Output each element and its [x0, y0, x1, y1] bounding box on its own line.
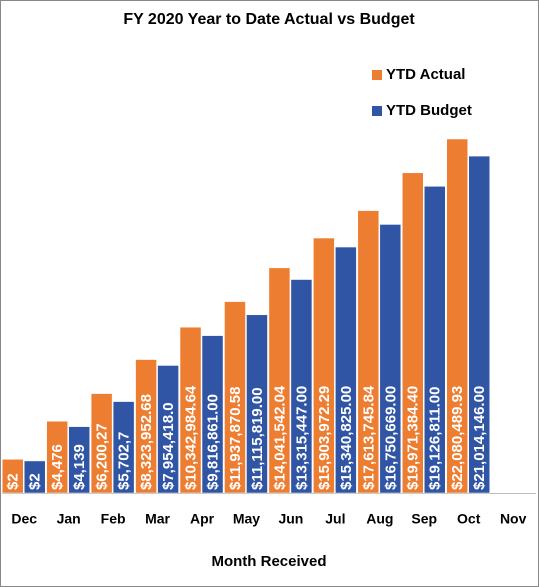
bar	[290, 279, 313, 494]
data-label: $5,702,7	[116, 432, 133, 490]
data-label: $4,139	[71, 444, 88, 490]
data-label-group: $19,971,384.40	[405, 386, 422, 490]
bar	[246, 314, 268, 494]
bar	[402, 172, 424, 494]
data-label: $19,971,384.40	[405, 386, 422, 490]
data-label-group: $19,126,811.00	[427, 387, 444, 490]
x-tick-label: Jun	[278, 511, 303, 527]
bar	[268, 267, 291, 494]
bar	[424, 186, 446, 494]
x-tick-label: Aug	[366, 511, 393, 527]
bar	[201, 335, 224, 494]
data-label-group: $9,816,861.00	[204, 394, 221, 490]
data-label: $14,041,542.04	[271, 385, 288, 490]
data-label-group: $7,954,418.0	[160, 402, 177, 490]
chart-title: FY 2020 Year to Date Actual vs Budget	[123, 11, 415, 28]
bar	[157, 365, 179, 494]
data-label-group: $21,014,146.00	[471, 386, 488, 490]
x-tick-label: Feb	[101, 511, 126, 527]
bar	[446, 138, 468, 494]
data-label: $2	[5, 473, 22, 490]
data-label-group: $11,937,870.58	[227, 387, 244, 490]
x-tick-label: Nov	[500, 511, 527, 527]
data-label: $22,080,489.93	[449, 386, 466, 490]
data-label-group: $16,750,669.00	[382, 386, 399, 490]
data-label-group: $15,340,825.00	[338, 386, 355, 490]
legend-label: YTD Actual	[386, 66, 465, 83]
data-label-group: $4,476	[49, 444, 66, 490]
data-label-group: $22,080,489.93	[449, 386, 466, 490]
x-tick-label: Dec	[11, 511, 37, 527]
x-tick-label: Mar	[145, 511, 170, 527]
data-label: $16,750,669.00	[382, 386, 399, 490]
x-tick-label: Jan	[57, 511, 81, 527]
legend-swatch	[372, 70, 382, 80]
data-label: $9,816,861.00	[204, 394, 221, 490]
data-label-group: $6,200,27	[94, 423, 111, 490]
bar	[68, 426, 90, 494]
legend-label: YTD Budget	[386, 102, 472, 119]
data-label-group: $14,041,542.04	[271, 385, 288, 490]
data-label-group: $13,315,447.00	[293, 386, 310, 490]
data-label: $15,903,972.29	[316, 386, 333, 490]
x-tick-label: Apr	[190, 511, 215, 527]
bar	[313, 237, 335, 494]
data-label: $11,115,819.00	[249, 387, 266, 490]
data-label: $7,954,418.0	[160, 402, 177, 490]
data-label: $8,323,952.68	[138, 394, 155, 490]
bar	[46, 420, 68, 494]
data-label: $17,613,745.84	[360, 385, 377, 490]
data-label-group: $17,613,745.84	[360, 385, 377, 490]
bar	[379, 224, 402, 494]
data-label-group: $8,323,952.68	[138, 394, 155, 490]
bar	[90, 393, 113, 494]
data-label-group: $15,903,972.29	[316, 386, 333, 490]
bar	[179, 326, 202, 494]
data-label: $6,200,27	[94, 423, 111, 490]
bar	[135, 359, 157, 494]
data-label-group: $10,342,984.64	[182, 385, 199, 490]
data-label-group: $4,139	[71, 444, 88, 490]
bar	[468, 155, 490, 494]
x-tick-label: May	[233, 511, 260, 527]
data-label: $11,937,870.58	[227, 387, 244, 490]
bar	[357, 210, 380, 494]
x-tick-label: Oct	[457, 511, 481, 527]
data-label-group: $2	[5, 473, 22, 490]
x-tick-label: Sep	[411, 511, 437, 527]
bar	[224, 301, 246, 494]
bar	[112, 401, 135, 494]
data-label-group: $2	[27, 473, 44, 490]
legend-swatch	[372, 106, 382, 116]
bar	[1, 459, 24, 494]
data-label: $2	[27, 473, 44, 490]
data-label: $10,342,984.64	[182, 385, 199, 490]
x-tick-label: Jul	[325, 511, 345, 527]
data-label: $15,340,825.00	[338, 386, 355, 490]
data-label: $4,476	[49, 444, 66, 490]
data-label-group: $11,115,819.00	[249, 387, 266, 490]
data-label-group: $5,702,7	[116, 432, 133, 490]
bar	[335, 246, 357, 494]
x-axis-title: Month Received	[211, 553, 326, 570]
bar	[23, 460, 46, 494]
data-label: $19,126,811.00	[427, 387, 444, 490]
data-label: $13,315,447.00	[293, 386, 310, 490]
data-label: $21,014,146.00	[471, 386, 488, 490]
